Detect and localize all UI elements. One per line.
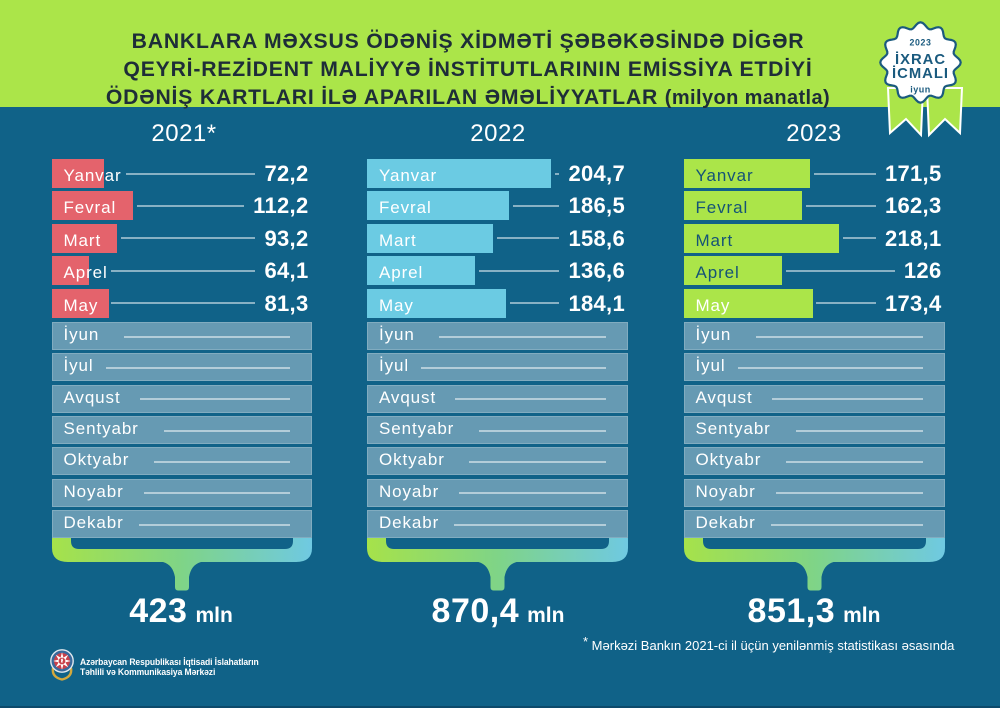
svg-text:2023: 2023 [910,37,932,47]
svg-text:İCMALI: İCMALI [892,65,949,82]
svg-text:iyun: iyun [910,85,931,95]
svg-text:İXRAC: İXRAC [895,51,946,68]
